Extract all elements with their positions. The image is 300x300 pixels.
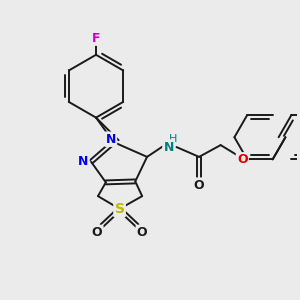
Text: H: H: [168, 134, 177, 144]
Text: O: O: [137, 226, 148, 239]
Text: N: N: [106, 133, 116, 146]
Text: O: O: [92, 226, 102, 239]
Text: S: S: [115, 202, 124, 216]
Text: O: O: [237, 153, 247, 166]
Text: F: F: [92, 32, 100, 45]
Text: O: O: [194, 179, 204, 192]
Text: N: N: [164, 141, 174, 154]
Text: N: N: [78, 155, 88, 168]
